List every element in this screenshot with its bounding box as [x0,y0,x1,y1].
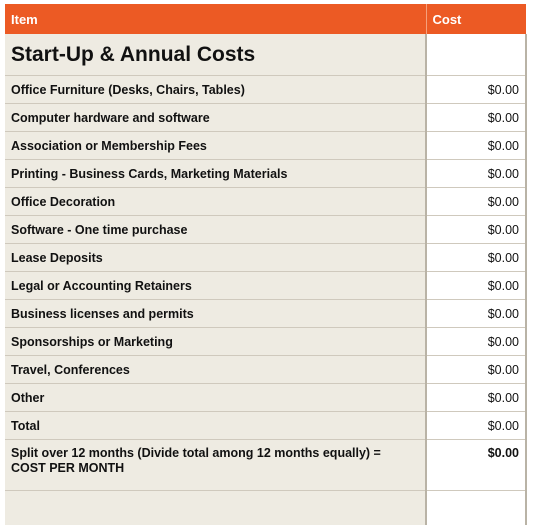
row-item: Business licenses and permits [5,299,427,328]
row-item: Office Decoration [5,187,427,216]
row-cost[interactable]: $0.00 [426,327,527,356]
total-label: Total [5,411,427,440]
blank-row [5,490,527,525]
cost-sheet: Item Cost Start-Up & Annual Costs Office… [5,4,527,525]
row-item: Travel, Conferences [5,355,427,384]
total-cost[interactable]: $0.00 [426,411,527,440]
cost-table: Item Cost Start-Up & Annual Costs Office… [5,4,527,525]
split-label: Split over 12 months (Divide total among… [5,439,427,491]
table-row: Association or Membership Fees $0.00 [5,131,527,160]
table-row: Business licenses and permits $0.00 [5,299,527,328]
row-item: Printing - Business Cards, Marketing Mat… [5,159,427,188]
row-item: Software - One time purchase [5,215,427,244]
table-row: Travel, Conferences $0.00 [5,355,527,384]
row-cost[interactable]: $0.00 [426,355,527,384]
table-row: Office Furniture (Desks, Chairs, Tables)… [5,75,527,104]
row-cost[interactable]: $0.00 [426,271,527,300]
table-row: Legal or Accounting Retainers $0.00 [5,271,527,300]
blank-cost-cell[interactable] [426,490,527,525]
table-row: Software - One time purchase $0.00 [5,215,527,244]
table-row: Printing - Business Cards, Marketing Mat… [5,159,527,188]
row-item: Association or Membership Fees [5,131,427,160]
row-cost[interactable]: $0.00 [426,187,527,216]
split-row: Split over 12 months (Divide total among… [5,439,527,491]
row-cost[interactable]: $0.00 [426,131,527,160]
row-item: Lease Deposits [5,243,427,272]
row-cost[interactable]: $0.00 [426,103,527,132]
row-item: Other [5,383,427,412]
title-row: Start-Up & Annual Costs [5,34,527,76]
row-cost[interactable]: $0.00 [426,383,527,412]
title-cost-cell[interactable] [426,34,527,76]
row-cost[interactable]: $0.00 [426,159,527,188]
cost-column-header: Cost [426,4,526,34]
sheet-title: Start-Up & Annual Costs [5,34,427,76]
table-row: Computer hardware and software $0.00 [5,103,527,132]
row-item: Computer hardware and software [5,103,427,132]
row-item: Office Furniture (Desks, Chairs, Tables) [5,75,427,104]
table-row: Office Decoration $0.00 [5,187,527,216]
row-item: Legal or Accounting Retainers [5,271,427,300]
row-cost[interactable]: $0.00 [426,299,527,328]
table-row: Lease Deposits $0.00 [5,243,527,272]
row-cost[interactable]: $0.00 [426,215,527,244]
header-row: Item Cost [5,4,526,34]
row-cost[interactable]: $0.00 [426,243,527,272]
row-cost[interactable]: $0.00 [426,75,527,104]
cost-per-month[interactable]: $0.00 [426,439,527,491]
table-row: Other $0.00 [5,383,527,412]
total-row: Total $0.00 [5,411,527,440]
row-item: Sponsorships or Marketing [5,327,427,356]
item-column-header: Item [5,4,427,34]
blank-item-cell [5,490,427,525]
table-row: Sponsorships or Marketing $0.00 [5,327,527,356]
